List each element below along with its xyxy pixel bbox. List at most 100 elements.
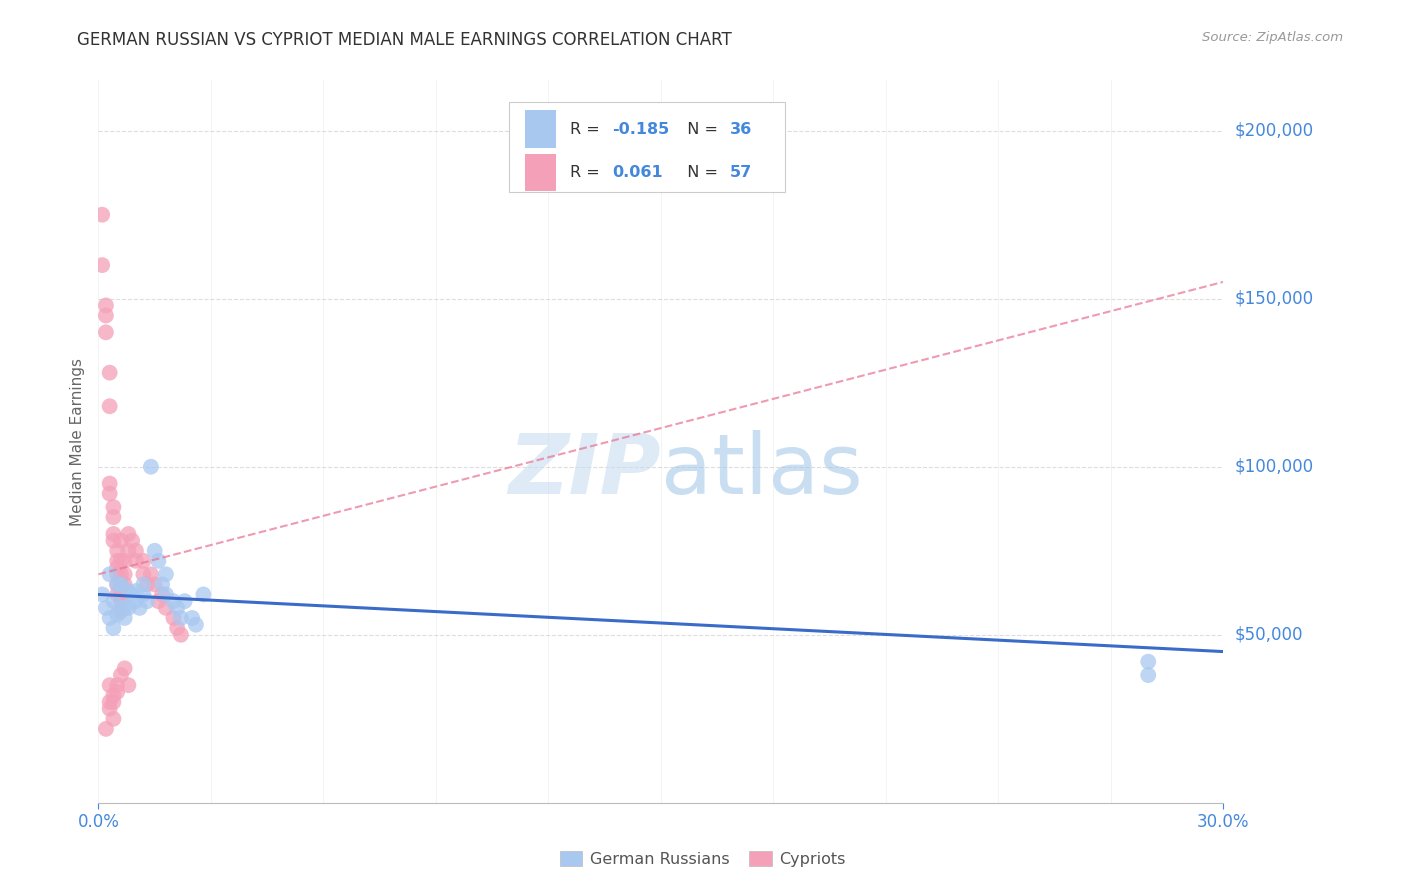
Text: 57: 57 xyxy=(730,165,752,180)
Point xyxy=(150,577,173,591)
Text: N =: N = xyxy=(676,121,723,136)
Point xyxy=(105,685,128,699)
Text: N =: N = xyxy=(676,165,723,180)
Point xyxy=(110,587,132,601)
Point xyxy=(117,543,139,558)
Point xyxy=(105,577,128,591)
Point xyxy=(114,577,136,591)
Point xyxy=(103,712,125,726)
Point xyxy=(98,399,121,413)
Point xyxy=(94,600,117,615)
Point xyxy=(114,611,136,625)
Point xyxy=(114,567,136,582)
Point xyxy=(103,500,125,514)
Point xyxy=(103,594,125,608)
Point xyxy=(91,208,114,222)
Point xyxy=(94,722,117,736)
Text: GERMAN RUSSIAN VS CYPRIOT MEDIAN MALE EARNINGS CORRELATION CHART: GERMAN RUSSIAN VS CYPRIOT MEDIAN MALE EA… xyxy=(77,31,733,49)
Point xyxy=(105,577,128,591)
Point xyxy=(121,533,143,548)
Point xyxy=(98,678,121,692)
Text: ZIP: ZIP xyxy=(508,430,661,511)
Point xyxy=(139,567,162,582)
Point xyxy=(184,617,207,632)
Point xyxy=(166,600,188,615)
Point xyxy=(103,527,125,541)
Point xyxy=(94,298,117,312)
FancyBboxPatch shape xyxy=(524,153,557,191)
Point xyxy=(114,554,136,568)
Point xyxy=(110,577,132,591)
Point xyxy=(148,554,170,568)
Point xyxy=(117,527,139,541)
Point xyxy=(125,594,148,608)
Point xyxy=(155,600,177,615)
Point xyxy=(98,366,121,380)
Point xyxy=(125,543,148,558)
Point xyxy=(155,567,177,582)
Point xyxy=(105,567,128,582)
FancyBboxPatch shape xyxy=(524,111,557,148)
Point xyxy=(110,668,132,682)
FancyBboxPatch shape xyxy=(509,102,785,193)
Point xyxy=(193,587,215,601)
Point xyxy=(136,577,159,591)
Point xyxy=(94,309,117,323)
Point xyxy=(117,584,139,599)
Point xyxy=(125,584,148,599)
Point xyxy=(110,577,132,591)
Point xyxy=(162,611,184,625)
Text: R =: R = xyxy=(569,165,605,180)
Point xyxy=(105,587,128,601)
Point xyxy=(105,678,128,692)
Point xyxy=(114,600,136,615)
Point xyxy=(139,459,162,474)
Point xyxy=(143,577,166,591)
Legend: German Russians, Cypriots: German Russians, Cypriots xyxy=(554,845,852,873)
Point xyxy=(1137,668,1160,682)
Text: -0.185: -0.185 xyxy=(613,121,669,136)
Point xyxy=(110,533,132,548)
Point xyxy=(117,600,139,615)
Text: 36: 36 xyxy=(730,121,752,136)
Point xyxy=(170,628,193,642)
Point xyxy=(148,594,170,608)
Point xyxy=(121,587,143,601)
Point xyxy=(110,600,132,615)
Point xyxy=(98,695,121,709)
Point xyxy=(181,611,204,625)
Text: 0.061: 0.061 xyxy=(613,165,664,180)
Point xyxy=(110,604,132,618)
Point xyxy=(110,594,132,608)
Point xyxy=(173,594,195,608)
Text: R =: R = xyxy=(569,121,605,136)
Point xyxy=(110,567,132,582)
Point xyxy=(103,621,125,635)
Point xyxy=(98,476,121,491)
Point xyxy=(125,554,148,568)
Point xyxy=(103,688,125,702)
Text: Source: ZipAtlas.com: Source: ZipAtlas.com xyxy=(1202,31,1343,45)
Point xyxy=(91,587,114,601)
Point xyxy=(110,554,132,568)
Point xyxy=(98,567,121,582)
Point xyxy=(132,587,155,601)
Y-axis label: Median Male Earnings: Median Male Earnings xyxy=(69,358,84,525)
Point xyxy=(98,486,121,500)
Point xyxy=(132,554,155,568)
Point xyxy=(103,695,125,709)
Point xyxy=(103,510,125,524)
Point xyxy=(105,543,128,558)
Point xyxy=(143,543,166,558)
Point xyxy=(162,594,184,608)
Point xyxy=(166,621,188,635)
Point xyxy=(128,600,150,615)
Text: $100,000: $100,000 xyxy=(1234,458,1313,475)
Point xyxy=(103,533,125,548)
Point xyxy=(98,611,121,625)
Point xyxy=(105,554,128,568)
Text: $200,000: $200,000 xyxy=(1234,121,1313,140)
Point xyxy=(136,594,159,608)
Point xyxy=(114,661,136,675)
Point xyxy=(1137,655,1160,669)
